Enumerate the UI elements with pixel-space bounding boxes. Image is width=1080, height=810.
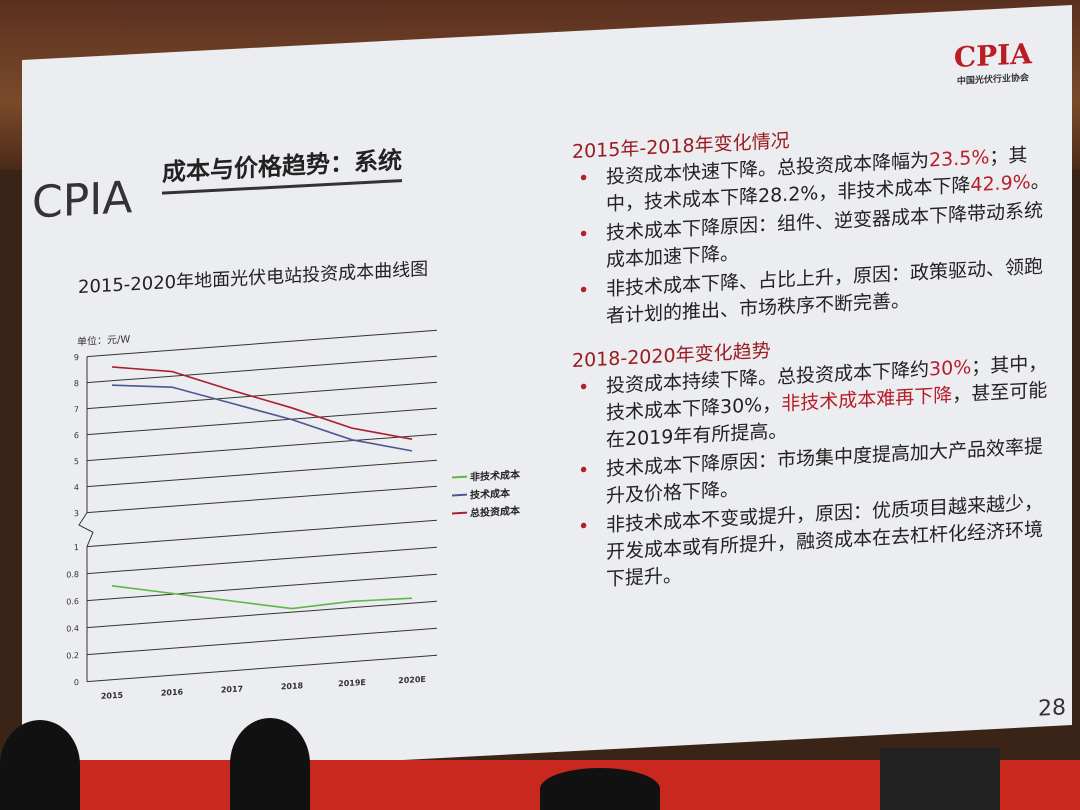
series-line [111, 584, 413, 610]
page-number: 28 [1038, 695, 1066, 722]
audience-head [230, 718, 310, 810]
y-tick-label: 8 [74, 379, 79, 388]
gridline [86, 573, 438, 602]
text-panel: 2015年-2018年变化情况投资成本快速下降。总投资成本降幅为23.5%；其中… [572, 114, 1052, 611]
legend-swatch [452, 493, 467, 497]
highlight-text: 非技术成本难再下降 [781, 384, 953, 416]
series-line [111, 366, 413, 440]
y-tick-label: 7 [74, 405, 79, 414]
bullet-text: 。 [1030, 170, 1050, 194]
brand-mark: CPIA [32, 172, 133, 229]
y-tick-label: 0.6 [66, 597, 79, 607]
x-tick-label: 2017 [221, 684, 243, 694]
gridline [86, 459, 438, 488]
series-line [111, 384, 413, 452]
logo-subtitle: 中国光伏行业协会 [956, 73, 1029, 88]
y-tick-label: 0 [74, 678, 79, 687]
gridline [86, 381, 438, 410]
legend-swatch [452, 475, 467, 479]
y-tick-label: 5 [74, 457, 79, 466]
highlight-text: 30% [929, 356, 972, 381]
cpia-logo: CPIA 中国光伏行业协会 [954, 37, 1032, 87]
gridline [86, 654, 438, 683]
slide-title: 成本与价格趋势：系统 [162, 140, 402, 195]
y-tick-label: 0.2 [66, 651, 79, 661]
chart-title: 2015-2020年地面光伏电站投资成本曲线图 [78, 258, 429, 299]
gridline [86, 433, 438, 462]
highlight-text: 23.5% [929, 146, 990, 172]
gridline [86, 519, 438, 548]
line-chart: 单位：元/W 3 4 5 6 7 8 9 0 0.2 0.4 0.6 0.8 1 2015 2016 2017 2… [66, 329, 521, 701]
y-tick-label: 1 [74, 543, 79, 552]
gridline [86, 546, 438, 575]
bullet-list: 投资成本快速下降。总投资成本降幅为23.5%；其中，技术成本下降28.2%，非技… [572, 141, 1052, 332]
legend-swatch [452, 511, 467, 515]
audience-head [0, 720, 80, 810]
gridline [86, 600, 438, 629]
x-tick-label: 2018 [281, 681, 304, 691]
gridline [86, 627, 438, 656]
y-axis-label: 单位：元/W [77, 332, 130, 348]
legend-label: 非技术成本 [470, 468, 521, 484]
legend-label: 总投资成本 [470, 504, 521, 520]
y-tick-label: 4 [74, 483, 79, 492]
x-tick-label: 2019E [338, 678, 366, 688]
presentation-slide: CPIA 中国光伏行业协会 CPIA 成本与价格趋势：系统 2015-2020年地… [22, 4, 1072, 781]
y-tick-label: 6 [74, 431, 79, 440]
audience-head [540, 768, 660, 810]
highlight-text: 42.9% [970, 171, 1031, 197]
y-tick-label: 3 [74, 509, 79, 518]
legend-label: 技术成本 [470, 486, 511, 501]
gridline [86, 407, 438, 436]
gridline [86, 355, 438, 384]
gridline [86, 329, 438, 358]
bullet-list: 投资成本持续下降。总投资成本下降约30%；其中，技术成本下降30%，非技术成本难… [572, 350, 1052, 595]
x-tick-label: 2020E [398, 675, 426, 685]
y-tick-label: 0.4 [66, 624, 79, 634]
logo-text: CPIA [953, 37, 1032, 75]
y-tick-label: 0.8 [66, 570, 79, 580]
y-tick-label: 9 [74, 353, 79, 362]
x-tick-label: 2015 [101, 691, 124, 701]
gridline [86, 485, 438, 514]
x-tick-label: 2016 [161, 688, 184, 698]
stage-monitor [880, 748, 1000, 810]
axis-break-mark [78, 512, 94, 547]
